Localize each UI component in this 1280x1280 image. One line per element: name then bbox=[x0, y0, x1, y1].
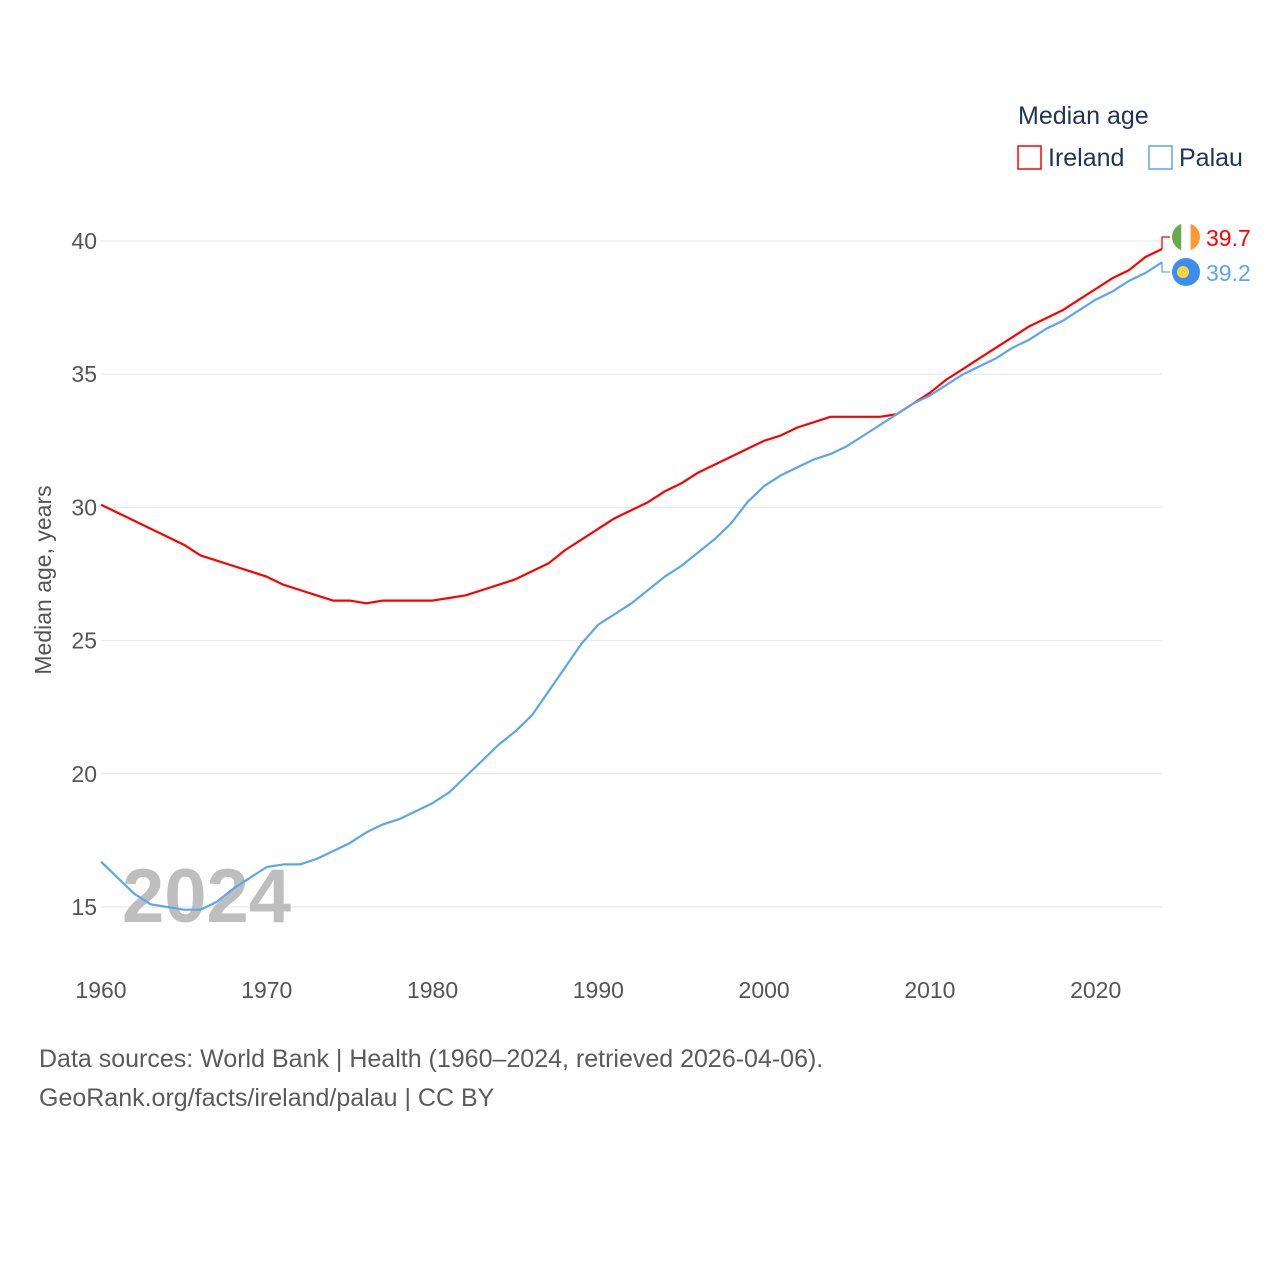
x-tick-label: 1960 bbox=[75, 977, 126, 1003]
y-tick-label: 30 bbox=[71, 494, 97, 520]
y-tick-label: 40 bbox=[71, 228, 97, 254]
y-tick-label: 20 bbox=[71, 761, 97, 787]
data-sources: Data sources: World Bank | Health (1960–… bbox=[39, 1045, 824, 1073]
legend-label-ireland: Ireland bbox=[1048, 144, 1124, 172]
series-line-palau bbox=[100, 261, 1163, 911]
x-tick-label: 2020 bbox=[1070, 977, 1121, 1003]
palau-flag-disc bbox=[1177, 266, 1189, 278]
x-tick-label: 1980 bbox=[407, 977, 458, 1003]
legend-swatch-ireland bbox=[1017, 145, 1042, 170]
y-tick-label: 25 bbox=[71, 628, 97, 654]
end-value-label: 39.7 bbox=[1206, 225, 1251, 251]
end-connector bbox=[1161, 236, 1170, 249]
legend-label-palau: Palau bbox=[1179, 144, 1243, 172]
x-tick-label: 1970 bbox=[241, 977, 292, 1003]
end-value-label: 39.2 bbox=[1206, 260, 1251, 286]
end-connector bbox=[1161, 262, 1170, 273]
legend-title: Median age bbox=[1018, 102, 1149, 130]
y-axis-label: Median age, years bbox=[30, 485, 56, 674]
year-watermark: 2024 bbox=[122, 854, 291, 939]
credit-link[interactable]: GeoRank.org/facts/ireland/palau | CC BY bbox=[39, 1084, 495, 1112]
ireland-flag-icon bbox=[1172, 223, 1200, 251]
y-tick-label: 35 bbox=[71, 361, 97, 387]
x-tick-label: 1990 bbox=[573, 977, 624, 1003]
x-tick-label: 2010 bbox=[904, 977, 955, 1003]
x-tick-label: 2000 bbox=[739, 977, 790, 1003]
y-tick-label: 15 bbox=[71, 894, 97, 920]
legend-swatch-palau bbox=[1148, 145, 1173, 170]
series-line-ireland bbox=[100, 248, 1163, 605]
